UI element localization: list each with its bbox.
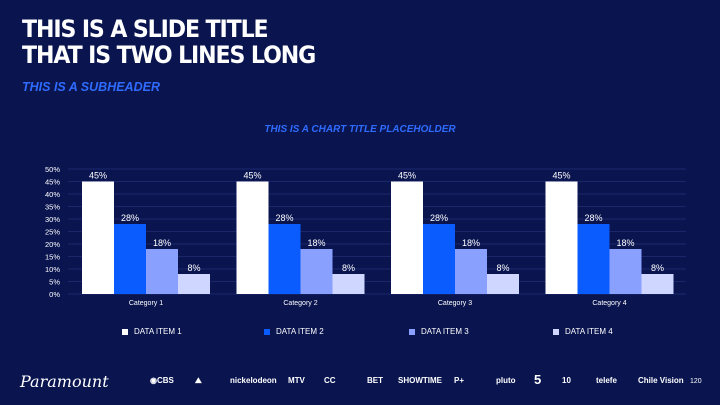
bar [487,274,519,294]
slide-title-line-1: THIS IS A SLIDE TITLE [22,15,269,43]
bar-value-label: 8% [342,263,355,273]
bar-value-label: 45% [398,171,416,181]
legend-swatch [553,328,559,335]
bar-value-label: 8% [651,263,664,273]
legend-item: DATA ITEM 3 [409,327,469,336]
y-tick-label: 45% [45,178,60,187]
bet-logo: BET [367,376,383,385]
y-tick-label: 30% [45,215,60,224]
network-10-logo: 10 [562,376,571,385]
bar-value-label: 18% [153,238,171,248]
mtv-logo: MTV [288,376,305,385]
x-category-label: Category 1 [129,300,163,307]
legend-swatch [264,328,270,335]
paramount-brand-logo: Paramount [20,372,109,391]
bar [332,274,365,294]
bar [423,224,455,294]
bar-value-label: 28% [121,213,139,223]
legend-swatch [122,328,128,335]
chart-legend: DATA ITEM 1 DATA ITEM 2 DATA ITEM 3 DATA IT… [0,327,720,341]
legend-label: DATA ITEM 4 [565,327,613,336]
bar [268,224,301,294]
y-tick-label: 20% [45,240,60,249]
y-tick-label: 15% [45,253,60,262]
bar-value-label: 45% [89,171,107,181]
bar [391,181,423,294]
bar-value-label: 18% [616,238,634,248]
cbs-logo: ◉CBS [150,376,174,385]
legend-item: DATA ITEM 1 [122,327,182,336]
bar [609,249,642,294]
y-tick-label: 25% [45,228,60,237]
y-tick-label: 35% [45,203,60,212]
comedy-central-logo: CC [324,376,336,385]
bar-value-label: 8% [496,263,509,273]
channel-5-logo: 5 [534,372,542,387]
footer: Paramount ◉CBS ⛰ nickelodeon MTV CC BET SHOWTI… [0,368,720,398]
bar-value-label: 45% [243,171,261,181]
x-category-label: Category 2 [283,300,317,307]
legend-label: DATA ITEM 2 [276,327,324,336]
x-category-label: Category 3 [438,300,472,307]
slide-subheader: THIS IS A SUBHEADER [22,80,160,94]
pluto-tv-logo: pluto [496,376,516,385]
legend-item: DATA ITEM 2 [264,327,324,336]
legend-swatch [409,328,415,335]
page-number: 120 [690,378,702,385]
bar [178,274,210,294]
bar-value-label: 18% [307,238,325,248]
y-tick-label: 5% [49,278,60,287]
bar-value-label: 28% [430,213,448,223]
bar [641,274,674,294]
slide-title-line-2: THAT IS TWO LINES LONG [22,41,316,69]
showtime-logo: SHOWTIME [398,376,442,385]
legend-label: DATA ITEM 1 [134,327,182,336]
bar-value-label: 28% [584,213,602,223]
y-tick-label: 40% [45,190,60,199]
x-category-label: Category 4 [592,300,626,307]
y-tick-label: 10% [45,265,60,274]
nickelodeon-logo: nickelodeon [230,376,277,385]
chilevision-logo: Chile Vision [638,376,684,385]
bar [236,181,269,294]
paramount-plus-logo: P+ [454,376,465,385]
bar-value-label: 18% [462,238,480,248]
legend-item: DATA ITEM 4 [553,327,613,336]
bar [114,224,146,294]
legend-label: DATA ITEM 3 [421,327,469,336]
chart-title: THIS IS A CHART TITLE PLACEHOLDER [264,124,456,135]
bar-value-label: 45% [552,171,570,181]
bar-value-label: 8% [187,263,200,273]
paramount-pictures-logo: ⛰ [195,376,202,385]
y-tick-label: 0% [49,290,60,299]
slide-title: THIS IS A SLIDE TITLE THAT IS TWO LINES … [22,15,316,69]
bar [545,181,578,294]
bar [455,249,487,294]
bar [300,249,333,294]
bar [82,181,114,294]
bar [577,224,610,294]
bar [146,249,178,294]
bar-value-label: 28% [275,213,293,223]
telefe-logo: telefe [596,376,617,385]
y-tick-label: 50% [45,165,60,174]
